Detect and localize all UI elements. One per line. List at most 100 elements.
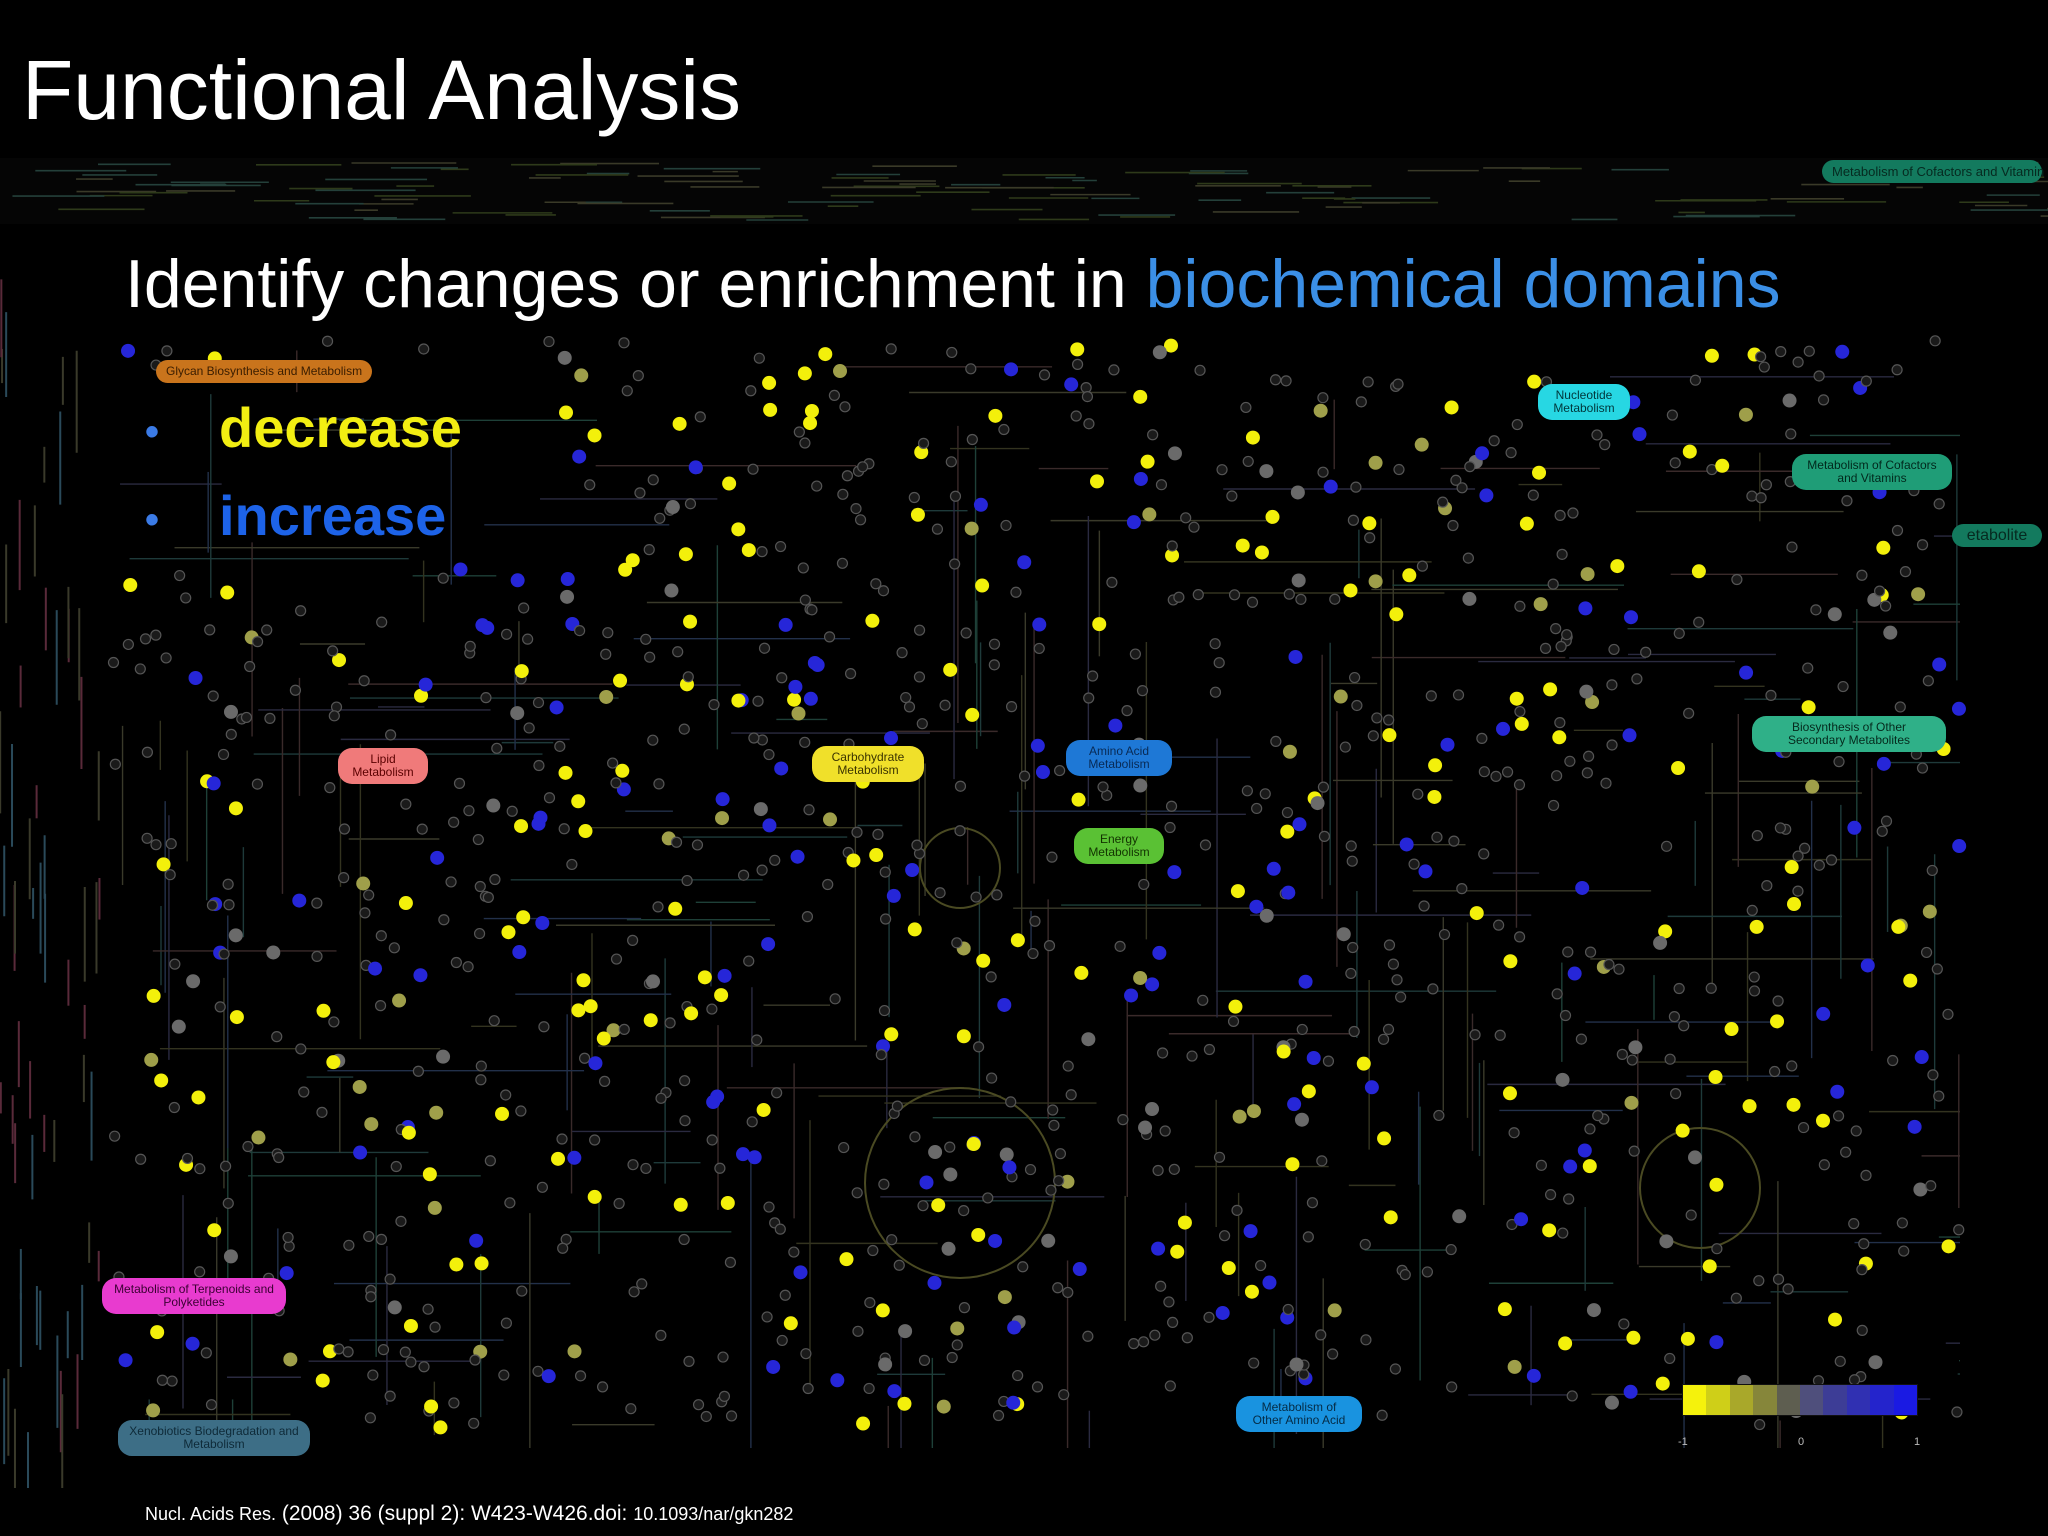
node-mixed: [791, 706, 806, 721]
node-neutral: [679, 1115, 691, 1127]
node-mixed: [427, 1200, 442, 1215]
node-neutral: [1047, 1104, 1059, 1116]
node-neutral: [1922, 675, 1934, 687]
node-neutral: [1856, 1324, 1868, 1336]
node-mixed: [1533, 597, 1548, 612]
node-neutral: [1527, 489, 1539, 501]
node-neutral: [1584, 946, 1597, 958]
node-mixed: [1313, 403, 1328, 418]
node-neutral: [944, 1141, 956, 1153]
node-neutral: [655, 1329, 667, 1341]
node-neutral: [822, 878, 834, 891]
node-neutral: [1186, 1050, 1198, 1062]
node-neutral: [1065, 1089, 1077, 1101]
node-mixed: [928, 1145, 943, 1160]
node-neutral: [1464, 461, 1476, 473]
node-decrease: [1070, 342, 1085, 357]
node-neutral: [960, 627, 972, 639]
node-mixed: [1167, 446, 1182, 461]
node-neutral: [1942, 1008, 1954, 1020]
node-decrease: [449, 1257, 464, 1272]
node-increase: [1816, 1006, 1831, 1021]
node-neutral: [1052, 1282, 1064, 1294]
node-neutral: [1951, 1406, 1963, 1418]
node-neutral: [1494, 1029, 1506, 1041]
node-neutral: [1242, 455, 1254, 468]
node-neutral: [672, 646, 684, 658]
node-neutral: [751, 1034, 763, 1046]
node-mixed: [878, 1357, 893, 1372]
node-increase: [762, 818, 777, 833]
subtitle-highlight: biochemical domains: [1145, 246, 1781, 322]
node-mixed: [1579, 684, 1594, 699]
node-neutral: [1748, 985, 1761, 997]
node-neutral: [1155, 1280, 1167, 1292]
node-increase: [292, 893, 307, 908]
node-neutral: [1383, 939, 1396, 951]
node-mixed: [1585, 695, 1600, 710]
node-increase: [541, 1369, 556, 1384]
node-neutral: [1478, 848, 1490, 860]
node-mixed: [599, 689, 614, 704]
node-neutral: [1664, 1352, 1676, 1365]
node-decrease: [673, 1197, 688, 1212]
node-decrease: [1377, 1131, 1392, 1146]
node-increase: [1835, 344, 1850, 359]
node-increase: [1951, 701, 1966, 716]
node-neutral: [836, 557, 849, 569]
node-mixed: [1624, 1095, 1639, 1110]
node-neutral: [1584, 1123, 1596, 1135]
node-decrease: [433, 1420, 448, 1435]
node-neutral: [1377, 1033, 1390, 1045]
node-neutral: [1561, 629, 1573, 641]
node-increase: [778, 617, 793, 632]
node-neutral: [515, 1105, 527, 1117]
node-neutral: [1660, 840, 1673, 852]
colorbar-swatch: [1729, 1385, 1754, 1415]
node-neutral: [1626, 1054, 1638, 1066]
node-neutral: [169, 958, 181, 970]
node-neutral: [1450, 474, 1462, 486]
node-neutral: [1575, 1033, 1587, 1045]
node-increase: [560, 572, 575, 587]
node-decrease: [1626, 1330, 1641, 1345]
node-neutral: [557, 1242, 569, 1254]
node-neutral: [1840, 1146, 1852, 1158]
node-decrease: [559, 405, 574, 420]
node-decrease: [1165, 548, 1180, 563]
node-mixed: [645, 974, 660, 989]
node-decrease: [965, 707, 980, 722]
node-decrease: [1285, 1157, 1300, 1172]
node-neutral: [829, 993, 841, 1005]
node-neutral: [1392, 378, 1404, 390]
node-neutral: [358, 675, 370, 687]
node-mixed: [1336, 927, 1351, 942]
node-neutral: [797, 562, 809, 574]
node-neutral: [384, 1273, 396, 1285]
node-neutral: [472, 833, 484, 846]
node-mixed: [1653, 935, 1668, 950]
node-neutral: [838, 1141, 850, 1154]
node-neutral: [1606, 739, 1618, 751]
category-xenobiotics: Xenobiotics Biodegradation and Metabolis…: [118, 1420, 310, 1456]
node-neutral: [1760, 479, 1772, 491]
node-neutral: [985, 971, 997, 983]
node-mixed: [1911, 587, 1926, 602]
node-neutral: [1246, 596, 1259, 608]
node-neutral: [164, 869, 176, 881]
node-neutral: [554, 740, 566, 752]
node-neutral: [1359, 1238, 1371, 1251]
node-neutral: [1513, 779, 1526, 791]
node-neutral: [627, 934, 639, 946]
node-decrease: [1680, 1331, 1695, 1346]
node-neutral: [1137, 1336, 1150, 1348]
node-neutral: [1559, 1009, 1572, 1022]
node-neutral: [1350, 481, 1362, 493]
node-decrease: [1691, 564, 1706, 579]
node-neutral: [1038, 369, 1051, 381]
node-mixed: [1628, 1040, 1643, 1055]
node-mixed: [1580, 567, 1595, 582]
node-neutral: [438, 914, 450, 926]
node-decrease: [1786, 1097, 1801, 1112]
node-neutral: [445, 876, 457, 888]
